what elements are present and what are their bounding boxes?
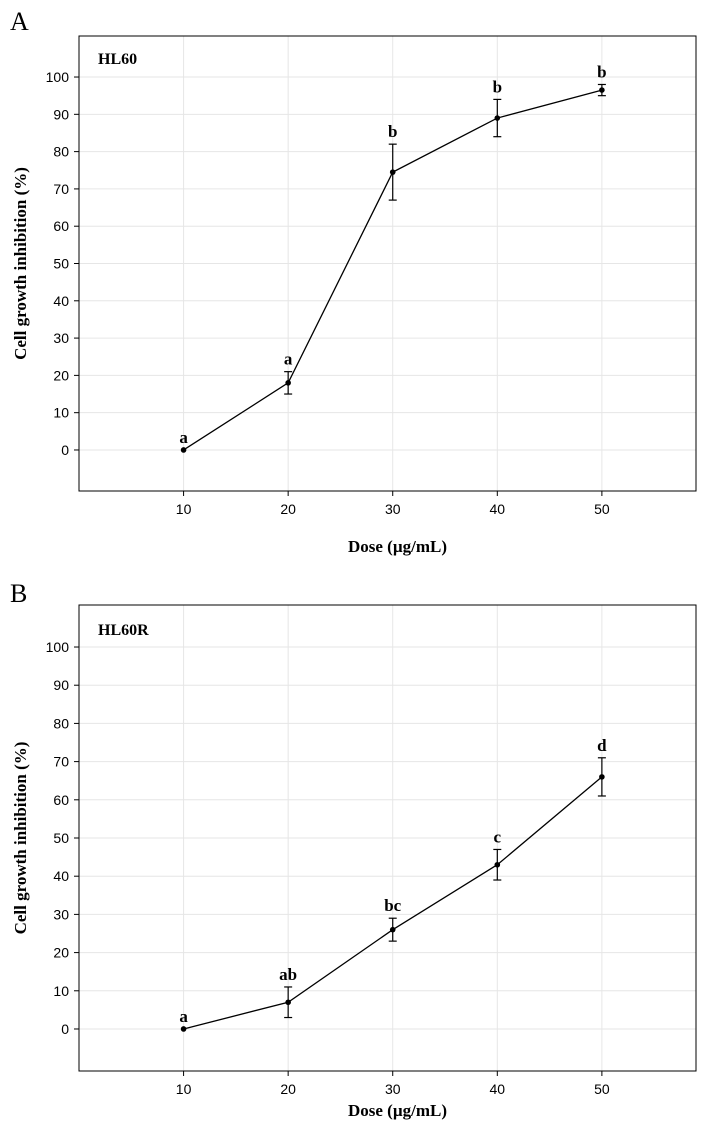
x-tick-label: 40 xyxy=(490,1081,506,1097)
panel-b: B 0 10 20 30 40 50 60 70 80 90 100 10 20 30 40 50 HL60R… xyxy=(10,579,696,1120)
data-series: a ab bc c d xyxy=(179,736,607,1032)
data-point xyxy=(285,380,291,386)
y-tick-label: 0 xyxy=(61,1021,69,1037)
y-tick-label: 70 xyxy=(53,181,69,197)
y-tick-label: 40 xyxy=(53,293,69,309)
y-tick-label: 60 xyxy=(53,792,69,808)
y-tick-label: 60 xyxy=(53,218,69,234)
y-tick-label: 40 xyxy=(53,868,69,884)
grid-lines xyxy=(79,36,696,491)
x-tick-label: 30 xyxy=(385,501,401,517)
chart-title: HL60R xyxy=(98,622,149,639)
y-tick-label: 100 xyxy=(46,69,70,85)
x-tick-label: 50 xyxy=(594,501,610,517)
y-tick-label: 10 xyxy=(53,405,69,421)
data-point xyxy=(181,1026,187,1032)
data-point xyxy=(495,115,501,121)
grid-lines xyxy=(79,605,696,1071)
y-tick-label: 0 xyxy=(61,442,69,458)
data-point xyxy=(495,862,501,868)
significance-label: b xyxy=(493,77,502,96)
y-tick-label: 90 xyxy=(53,106,69,122)
significance-label: a xyxy=(179,1007,188,1026)
axis-ticks: 0 10 20 30 40 50 60 70 80 90 100 10 20 30 40 50 xyxy=(46,639,610,1097)
y-axis-title: Cell growth inhibition (%) xyxy=(11,742,30,935)
significance-label: c xyxy=(494,827,502,846)
x-tick-label: 30 xyxy=(385,1081,401,1097)
x-tick-label: 50 xyxy=(594,1081,610,1097)
significance-label: b xyxy=(597,62,606,81)
x-tick-label: 20 xyxy=(280,1081,296,1097)
panel-letter: B xyxy=(10,579,27,608)
y-tick-label: 20 xyxy=(53,945,69,961)
y-tick-label: 20 xyxy=(53,367,69,383)
data-point xyxy=(285,999,291,1005)
x-tick-label: 10 xyxy=(176,1081,192,1097)
y-tick-label: 50 xyxy=(53,256,69,272)
y-tick-label: 30 xyxy=(53,906,69,922)
y-tick-label: 80 xyxy=(53,144,69,160)
y-tick-label: 50 xyxy=(53,830,69,846)
data-point xyxy=(599,87,605,93)
y-tick-label: 80 xyxy=(53,715,69,731)
y-tick-label: 30 xyxy=(53,330,69,346)
x-axis-title: Dose (µg/mL) xyxy=(348,537,447,556)
significance-label: ab xyxy=(279,965,297,984)
y-tick-label: 70 xyxy=(53,754,69,770)
y-tick-label: 100 xyxy=(46,639,70,655)
panel-letter: A xyxy=(10,7,29,36)
chart-title: HL60 xyxy=(98,51,137,68)
significance-label: d xyxy=(597,736,607,755)
y-tick-label: 10 xyxy=(53,983,69,999)
significance-label: bc xyxy=(384,896,401,915)
significance-label: a xyxy=(284,350,293,369)
x-tick-label: 20 xyxy=(280,501,296,517)
significance-label: b xyxy=(388,122,397,141)
y-tick-label: 90 xyxy=(53,677,69,693)
data-point xyxy=(599,774,605,780)
x-axis-title: Dose (µg/mL) xyxy=(348,1101,447,1120)
data-point xyxy=(181,447,187,453)
x-tick-label: 40 xyxy=(490,501,506,517)
data-point xyxy=(390,927,396,933)
y-axis-title: Cell growth inhibition (%) xyxy=(11,167,30,360)
data-point xyxy=(390,169,396,175)
significance-label: a xyxy=(179,428,188,447)
x-tick-label: 10 xyxy=(176,501,192,517)
